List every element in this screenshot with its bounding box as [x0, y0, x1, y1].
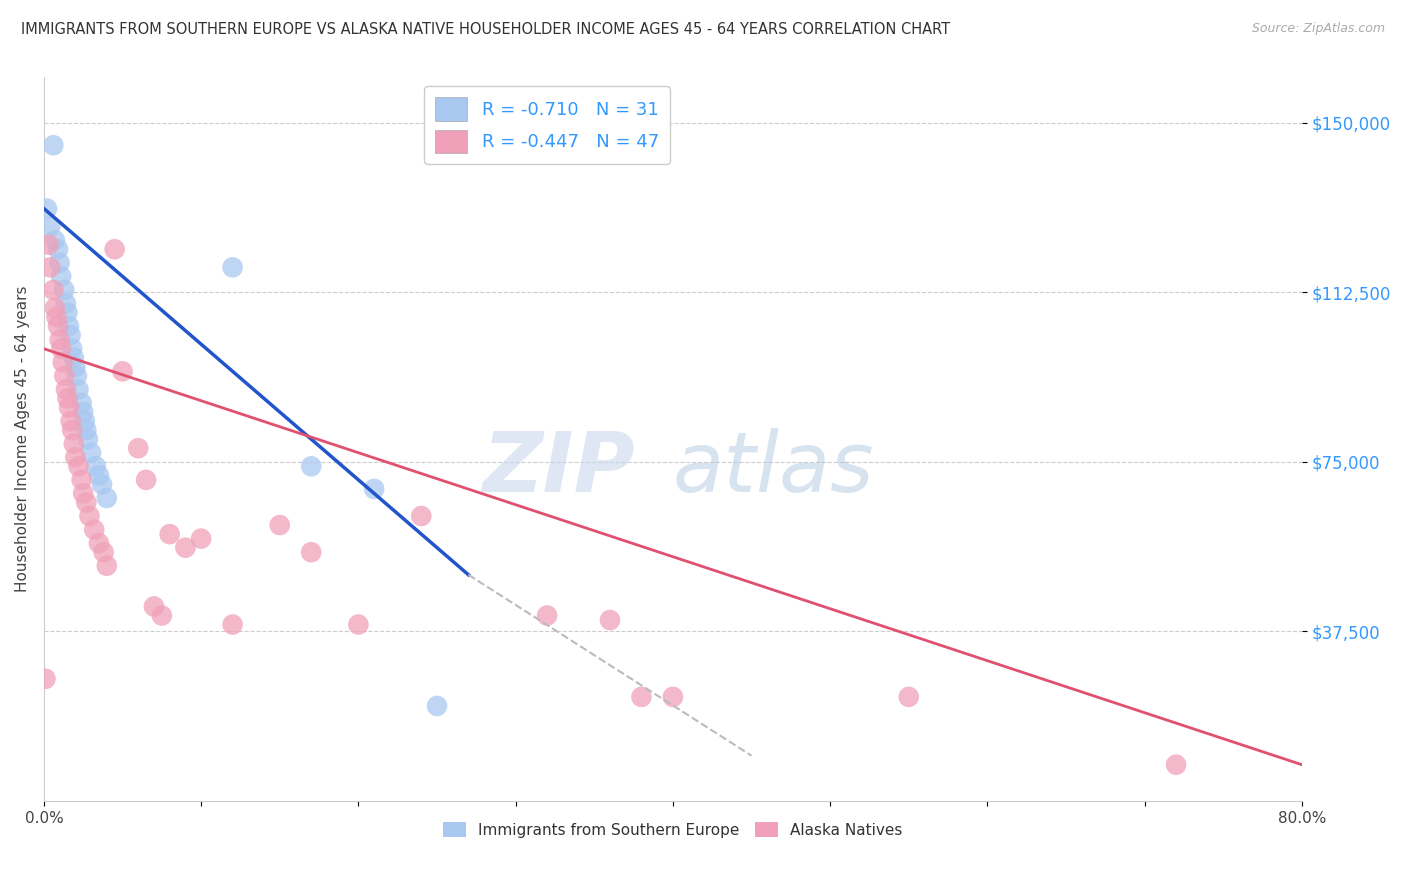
Text: atlas: atlas [673, 427, 875, 508]
Point [536, 608, 558, 623]
Point [84, 459, 107, 474]
Point [104, 242, 127, 256]
Point [70, 396, 93, 410]
Point [87, 468, 110, 483]
Point [51, 269, 73, 284]
Point [299, 459, 322, 474]
Point [60, 342, 83, 356]
Point [70, 473, 93, 487]
Point [59, 414, 82, 428]
Point [93, 545, 115, 559]
Point [897, 690, 920, 704]
Point [38, 237, 60, 252]
Y-axis label: Householder Income Ages 45 - 64 years: Householder Income Ages 45 - 64 years [15, 286, 30, 592]
Point [79, 509, 101, 524]
Point [44, 301, 66, 315]
Point [1164, 757, 1187, 772]
Point [83, 523, 105, 537]
Point [599, 613, 621, 627]
Point [35, 202, 58, 216]
Point [58, 401, 80, 415]
Point [48, 256, 70, 270]
Point [72, 405, 94, 419]
Point [45, 310, 67, 324]
Point [87, 536, 110, 550]
Point [75, 423, 97, 437]
Point [67, 383, 90, 397]
Point [51, 342, 73, 356]
Point [73, 414, 96, 428]
Text: ZIP: ZIP [482, 427, 636, 508]
Point [60, 423, 83, 437]
Point [135, 473, 157, 487]
Point [127, 441, 149, 455]
Point [42, 283, 65, 297]
Point [75, 495, 97, 509]
Point [96, 558, 118, 573]
Point [80, 446, 103, 460]
Point [143, 599, 166, 614]
Point [111, 364, 134, 378]
Legend: Immigrants from Southern Europe, Alaska Natives: Immigrants from Southern Europe, Alaska … [437, 815, 908, 844]
Point [34, 672, 56, 686]
Point [426, 698, 449, 713]
Point [662, 690, 685, 704]
Point [630, 690, 652, 704]
Point [190, 532, 212, 546]
Point [66, 368, 89, 383]
Point [55, 383, 77, 397]
Point [46, 319, 69, 334]
Point [52, 355, 75, 369]
Point [59, 328, 82, 343]
Point [67, 459, 90, 474]
Point [91, 477, 114, 491]
Point [347, 617, 370, 632]
Point [299, 545, 322, 559]
Point [72, 486, 94, 500]
Point [221, 617, 243, 632]
Point [42, 138, 65, 153]
Point [269, 518, 291, 533]
Point [56, 392, 79, 406]
Point [150, 608, 173, 623]
Point [48, 333, 70, 347]
Point [55, 296, 77, 310]
Point [363, 482, 385, 496]
Point [65, 450, 87, 465]
Point [159, 527, 181, 541]
Point [46, 242, 69, 256]
Point [62, 436, 84, 450]
Point [39, 260, 62, 275]
Point [53, 368, 76, 383]
Point [58, 319, 80, 334]
Point [39, 219, 62, 234]
Text: IMMIGRANTS FROM SOUTHERN EUROPE VS ALASKA NATIVE HOUSEHOLDER INCOME AGES 45 - 64: IMMIGRANTS FROM SOUTHERN EUROPE VS ALASK… [21, 22, 950, 37]
Point [174, 541, 197, 555]
Point [44, 233, 66, 247]
Point [411, 509, 433, 524]
Point [221, 260, 243, 275]
Point [56, 305, 79, 319]
Point [65, 359, 87, 374]
Point [53, 283, 76, 297]
Text: Source: ZipAtlas.com: Source: ZipAtlas.com [1251, 22, 1385, 36]
Point [62, 351, 84, 365]
Point [77, 432, 100, 446]
Point [96, 491, 118, 505]
